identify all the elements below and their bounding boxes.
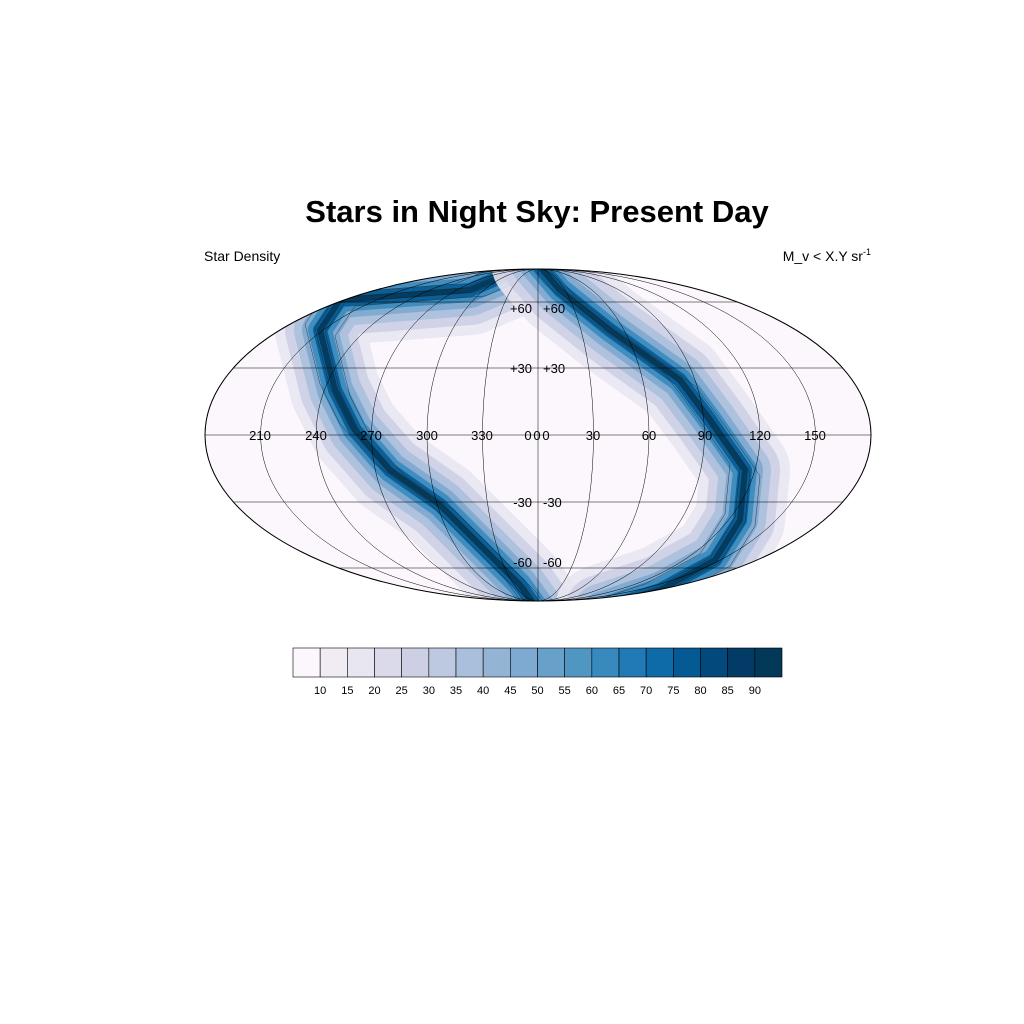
colorbar-label: 15	[341, 685, 353, 697]
right-string: M_v < X.Y sr-1	[783, 247, 871, 264]
latitude-label-right: +30	[543, 361, 565, 376]
colorbar-swatch	[510, 647, 538, 678]
latitude-label-left: -60	[513, 555, 532, 570]
colorbar-label: 60	[586, 685, 598, 697]
colorbar-swatch	[754, 647, 783, 678]
longitude-label: 30	[586, 428, 600, 443]
colorbar-label: 85	[722, 685, 734, 697]
right-string-main: M_v < X.Y sr	[783, 248, 864, 264]
longitude-label: 0	[533, 428, 540, 443]
colorbar-label: 55	[559, 685, 571, 697]
latitude-label-left: +30	[510, 361, 532, 376]
colorbar-label: 90	[749, 685, 761, 697]
colorbar-label: 50	[531, 685, 543, 697]
longitude-labels: 210 240 270 300 330 0 0 0 30 60 90 120 150	[249, 428, 826, 443]
colorbar-label: 45	[504, 685, 516, 697]
colorbar-swatch	[401, 647, 430, 678]
figure-title: Stars in Night Sky: Present Day	[305, 194, 769, 229]
longitude-label: 300	[416, 428, 438, 443]
latitude-label-left: +60	[510, 301, 532, 316]
longitude-label: 0	[542, 428, 549, 443]
longitude-label: 240	[305, 428, 327, 443]
longitude-label: 60	[642, 428, 656, 443]
latitude-label-right: -60	[543, 555, 562, 570]
left-band-layer	[317, 269, 541, 601]
colorbar-label: 70	[640, 685, 652, 697]
colorbar-swatch	[673, 647, 701, 678]
colorbar: 10 15 20 25 30 35 40 45 50 55 60 65 70 75 80 85 90	[292, 647, 783, 697]
map-outline	[204, 268, 872, 602]
colorbar-label: 75	[667, 685, 679, 697]
colorbar-swatch	[645, 647, 674, 678]
latitude-label-right: -30	[543, 495, 562, 510]
colorbar-label: 80	[694, 685, 706, 697]
longitude-label: 330	[471, 428, 493, 443]
colorbar-swatch	[319, 647, 348, 678]
colorbar-label: 40	[477, 685, 489, 697]
longitude-label: 150	[804, 428, 826, 443]
contour-line	[520, 269, 731, 601]
contour-line	[324, 269, 544, 601]
latitude-label-left: -30	[513, 495, 532, 510]
colorbar-label: 20	[368, 685, 380, 697]
colorbar-swatch	[455, 647, 484, 678]
colorbar-label: 30	[423, 685, 435, 697]
colorbar-swatch	[564, 647, 593, 678]
longitude-label: 210	[249, 428, 271, 443]
sky-map: 210 240 270 300 330 0 0 0 30 60 90 120 150 +60 +30 -30…	[204, 268, 872, 602]
colorbar-swatch	[292, 647, 321, 678]
colorbar-swatch	[700, 647, 728, 678]
colorbar-label: 65	[613, 685, 625, 697]
contour-line	[540, 269, 751, 601]
longitude-label: 270	[360, 428, 382, 443]
colorbar-swatch	[428, 647, 457, 678]
colorbar-swatch	[727, 647, 756, 678]
colorbar-swatch	[618, 647, 647, 678]
colorbar-swatch	[374, 647, 402, 678]
longitude-label: 0	[524, 428, 531, 443]
colorbar-swatch	[537, 647, 565, 678]
contour-line	[530, 269, 741, 601]
left-string: Star Density	[204, 248, 280, 264]
longitude-label: 120	[749, 428, 771, 443]
contour-line	[334, 269, 554, 601]
contour-line	[314, 269, 534, 601]
colorbar-swatch	[591, 647, 620, 678]
latitude-labels: +60 +30 -30 -60 +60 +30 -30 -60	[510, 301, 565, 570]
right-string-superscript: -1	[863, 247, 871, 257]
colorbar-label: 35	[450, 685, 462, 697]
latitude-label-right: +60	[543, 301, 565, 316]
colorbar-label: 25	[396, 685, 408, 697]
longitude-label: 90	[698, 428, 712, 443]
colorbar-label: 10	[314, 685, 326, 697]
colorbar-swatch	[482, 647, 511, 678]
colorbar-swatch	[347, 647, 375, 678]
